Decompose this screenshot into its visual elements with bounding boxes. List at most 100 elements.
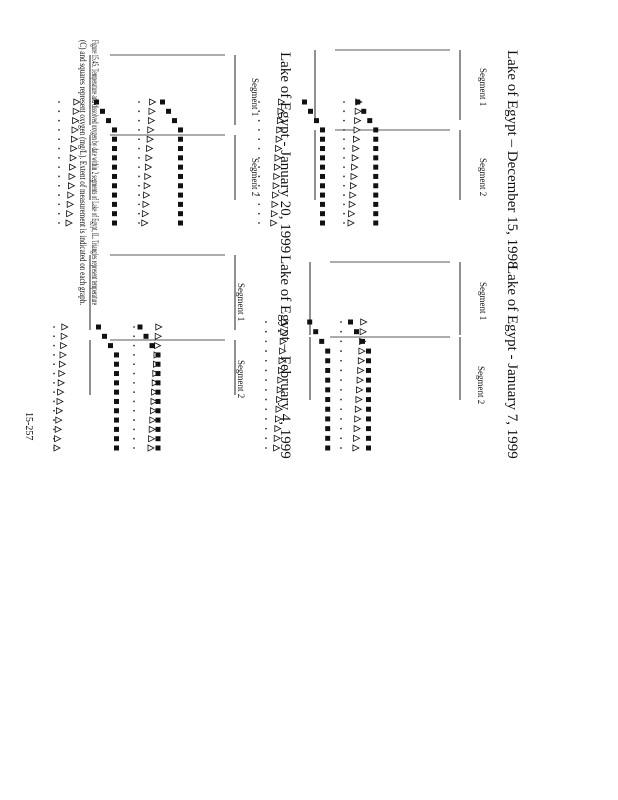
square-marker	[112, 220, 117, 226]
triangle-marker	[143, 182, 152, 190]
tick-dot	[53, 326, 55, 328]
triangle-marker	[357, 366, 365, 375]
tick-dot	[53, 428, 55, 431]
square-marker	[366, 435, 371, 441]
tick-dot	[138, 147, 140, 150]
tick-dot	[258, 119, 260, 122]
tick-dot	[258, 101, 260, 103]
square-marker	[112, 164, 117, 170]
square-marker	[373, 127, 379, 133]
square-marker	[112, 211, 117, 217]
tick-dot	[343, 203, 345, 206]
triangle-marker	[352, 444, 360, 452]
tick-dot	[138, 166, 140, 169]
triangle-marker	[141, 219, 149, 227]
square-marker	[366, 445, 371, 451]
triangle-marker	[273, 444, 281, 452]
tick-dot	[343, 166, 345, 169]
tick-dot	[138, 203, 140, 206]
triangle-marker	[150, 407, 158, 415]
tick-dot	[340, 350, 342, 352]
tick-dot	[58, 222, 60, 224]
tick-dot	[340, 427, 342, 430]
tick-dot	[138, 212, 140, 215]
triangle-marker	[349, 191, 357, 199]
figure-title: Lake of Egypt - January 7, 1999	[504, 265, 520, 459]
tick-dot	[340, 330, 342, 333]
square-marker	[114, 361, 119, 367]
tick-dot	[265, 350, 267, 352]
triangle-marker	[56, 397, 64, 406]
tick-dot	[265, 418, 267, 420]
square-marker	[100, 108, 105, 114]
triangle-marker	[71, 135, 79, 143]
tick-dot	[138, 110, 140, 113]
square-marker	[373, 155, 379, 161]
triangle-marker	[356, 376, 364, 384]
tick-dot	[58, 129, 60, 131]
tick-dot	[58, 156, 60, 159]
square-marker	[114, 398, 119, 404]
triangle-marker	[360, 318, 368, 326]
triangle-marker	[273, 172, 281, 181]
triangle-marker	[151, 379, 160, 387]
tick-dot	[343, 212, 345, 215]
tick-dot	[258, 156, 260, 159]
segment-label: Segment 1	[478, 68, 488, 106]
tick-dot	[343, 119, 345, 122]
tick-dot	[58, 194, 60, 196]
tick-dot	[133, 344, 135, 347]
square-marker	[155, 436, 161, 442]
square-marker	[373, 211, 379, 217]
tick-dot	[138, 194, 140, 196]
triangle-marker	[72, 107, 81, 115]
square-marker	[320, 183, 325, 189]
tick-dot	[133, 363, 135, 366]
tick-dot	[58, 175, 60, 178]
square-marker	[320, 220, 325, 226]
square-marker	[172, 118, 177, 124]
square-marker	[155, 371, 161, 377]
triangle-marker	[69, 163, 77, 171]
tick-dot	[58, 119, 60, 122]
tick-dot	[265, 359, 267, 362]
square-marker	[320, 155, 325, 161]
tick-dot	[265, 379, 267, 382]
tick-dot	[53, 372, 55, 375]
triangle-marker	[347, 219, 355, 227]
triangle-marker	[348, 200, 357, 209]
triangle-marker	[56, 407, 64, 415]
triangle-marker	[149, 98, 157, 106]
triangle-marker	[350, 182, 358, 190]
square-marker	[373, 192, 379, 198]
triangle-marker	[148, 107, 156, 115]
triangle-marker	[59, 351, 67, 359]
tick-dot	[343, 110, 345, 113]
tick-dot	[53, 447, 55, 449]
triangle-marker	[281, 318, 289, 326]
square-marker	[354, 329, 359, 335]
square-marker	[178, 155, 183, 161]
tick-dot	[343, 129, 345, 131]
square-marker	[314, 118, 319, 124]
tick-dot	[340, 447, 342, 449]
tick-dot	[258, 212, 260, 215]
triangle-marker	[68, 172, 76, 181]
triangle-marker	[279, 347, 287, 355]
triangle-marker	[144, 172, 152, 181]
square-marker	[178, 127, 183, 133]
triangle-marker	[59, 360, 67, 368]
square-marker	[112, 146, 117, 152]
triangle-marker	[356, 386, 364, 394]
tick-dot	[265, 369, 267, 372]
triangle-marker	[147, 444, 155, 452]
triangle-marker	[354, 415, 362, 423]
figure-caption: Figure 15.45. Temperature and dissolved …	[89, 40, 100, 305]
triangle-marker	[275, 144, 283, 153]
triangle-marker	[54, 425, 63, 434]
square-marker	[320, 192, 325, 198]
square-marker	[373, 173, 379, 179]
triangle-marker	[279, 337, 288, 346]
square-marker	[178, 201, 183, 207]
tick-dot	[258, 194, 260, 196]
